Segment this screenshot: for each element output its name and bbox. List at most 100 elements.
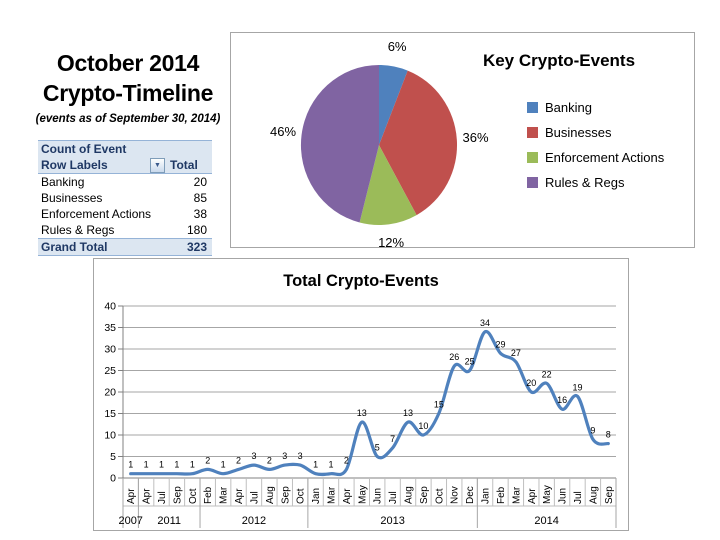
table-row: Rules & Regs 180 <box>38 222 212 238</box>
x-tick-label: Sep <box>172 486 183 504</box>
slide-title-line1: October 2014 <box>56 50 200 76</box>
data-point-label: 15 <box>434 400 444 410</box>
table-row: Enforcement Actions 38 <box>38 206 212 222</box>
pie-legend: Banking Businesses Enforcement Actions Rule… <box>527 95 664 195</box>
data-point-label: 29 <box>495 339 505 349</box>
pie-chart: 6% 36% 12% 46% <box>270 39 489 250</box>
pie-chart-panel: 6% 36% 12% 46% Key Crypto-Events Banking Bus… <box>230 32 695 250</box>
row-value: 20 <box>193 175 207 189</box>
row-label: Rules & Regs <box>41 223 115 237</box>
grand-total-label: Grand Total <box>41 240 108 254</box>
y-tick-label: 15 <box>104 408 116 420</box>
legend-swatch-icon <box>527 152 538 163</box>
legend-swatch-icon <box>527 127 538 138</box>
year-label: 2014 <box>534 515 558 527</box>
x-tick-label: Nov <box>450 486 461 504</box>
pie-slice-rules-regs <box>300 64 379 223</box>
legend-label: Banking <box>545 100 592 115</box>
pivot-table-body: Banking 20 Businesses 85 Enforcement Actions… <box>38 174 212 238</box>
y-tick-label: 30 <box>104 344 116 356</box>
year-label: 2011 <box>157 515 181 527</box>
data-point-label: 13 <box>357 408 367 418</box>
data-point-label: 1 <box>313 460 318 470</box>
legend-item: Banking <box>527 95 664 120</box>
pivot-header-row: Count of Event <box>38 141 212 157</box>
year-label: 2007 <box>118 515 142 527</box>
data-point-label: 1 <box>328 460 333 470</box>
legend-label: Businesses <box>545 125 612 140</box>
series-line <box>129 330 610 477</box>
y-tick-label: 10 <box>104 430 116 442</box>
legend-item: Enforcement Actions <box>527 145 664 170</box>
slide-title-block: October 2014 Crypto-Timeline (events as … <box>26 48 230 125</box>
data-point-label: 8 <box>606 430 611 440</box>
filter-dropdown-button[interactable]: ▼ <box>150 157 165 173</box>
data-point-label: 34 <box>480 318 490 328</box>
x-tick-label: May <box>542 485 553 504</box>
x-tick-label: Apr <box>234 488 245 504</box>
x-tick-label: Jul <box>157 491 168 504</box>
table-row: Banking 20 <box>38 174 212 190</box>
pie-slice-enforcement-actions <box>359 145 417 226</box>
x-tick-label: Apr <box>342 488 353 504</box>
table-row: Businesses 85 <box>38 190 212 206</box>
row-labels-header-text: Row Labels <box>41 158 108 172</box>
x-tick-label: Jul <box>573 491 584 504</box>
legend-swatch-icon <box>527 177 538 188</box>
row-labels-header: Row Labels ▼ <box>38 157 168 173</box>
x-tick-label: Oct <box>296 488 307 504</box>
year-label: 2012 <box>242 515 266 527</box>
data-point-label: 7 <box>390 434 395 444</box>
row-label: Enforcement Actions <box>41 207 152 221</box>
x-tick-label: Feb <box>496 486 507 504</box>
data-point-label: 1 <box>221 460 226 470</box>
data-point-label: 5 <box>375 443 380 453</box>
y-tick-label: 0 <box>110 473 116 485</box>
data-point-label: 19 <box>572 382 582 392</box>
y-tick-label: 25 <box>104 365 116 377</box>
row-value: 38 <box>193 207 207 221</box>
data-point-label: 25 <box>465 357 475 367</box>
x-tick-label: Oct <box>188 488 199 504</box>
data-point-label: 1 <box>128 460 133 470</box>
y-tick-label: 40 <box>104 301 116 313</box>
pie-chart-title: Key Crypto-Events <box>482 51 636 70</box>
line-chart-title: Total Crypto-Events <box>283 272 439 290</box>
grand-total-value: 323 <box>186 240 207 254</box>
pie-value-label: 6% <box>388 39 407 54</box>
x-tick-label: Mar <box>219 486 230 504</box>
data-point-label: 27 <box>511 348 521 358</box>
data-point-label: 3 <box>251 451 256 461</box>
pie-value-label: 36% <box>462 130 488 145</box>
data-point-label: 9 <box>590 425 595 435</box>
total-header: Total <box>170 158 198 172</box>
x-tick-label: Mar <box>511 486 522 504</box>
legend-label: Enforcement Actions <box>545 150 665 165</box>
data-point-label: 26 <box>449 352 459 362</box>
data-point-label: 22 <box>542 369 552 379</box>
pivot-table: Count of Event Row Labels ▼ Total Bankin… <box>38 140 212 256</box>
x-tick-label: Aug <box>404 486 415 504</box>
pie-slice-businesses <box>379 70 458 216</box>
legend-item: Rules & Regs <box>527 170 664 195</box>
x-tick-label: Mar <box>326 486 337 504</box>
x-tick-label: Apr <box>142 488 153 504</box>
x-tick-label: Jan <box>311 488 322 504</box>
pie-value-label: 46% <box>270 124 296 139</box>
x-tick-label: Jul <box>249 491 260 504</box>
data-point-label: 20 <box>526 378 536 388</box>
y-tick-label: 5 <box>110 451 116 463</box>
legend-label: Rules & Regs <box>545 175 625 190</box>
data-point-label: 2 <box>236 455 241 465</box>
x-tick-label: Aug <box>265 486 276 504</box>
pivot-title: Count of Event <box>41 142 127 156</box>
x-tick-label: Apr <box>126 488 137 504</box>
legend-item: Businesses <box>527 120 664 145</box>
x-tick-label: Jun <box>373 488 384 504</box>
line-chart-panel: Total Crypto-Events 0 5 10 15 20 25 30 35 40 Apr A… <box>93 258 629 531</box>
x-tick-label: Feb <box>203 486 214 504</box>
y-tick-label: 35 <box>104 322 116 334</box>
year-label: 2013 <box>380 515 404 527</box>
